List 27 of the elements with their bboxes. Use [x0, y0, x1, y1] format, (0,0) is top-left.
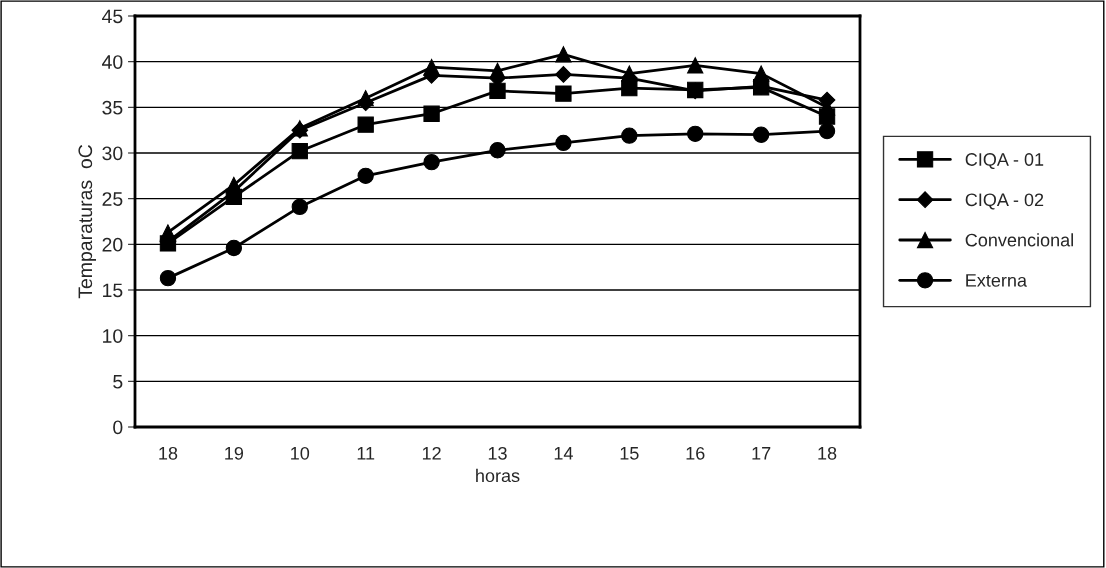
y-tick-label: 30	[102, 146, 123, 161]
x-tick-label: 10	[291, 446, 310, 460]
x-tick-label: 15	[620, 447, 639, 460]
y-tick-label: 20	[102, 237, 123, 252]
legend-label: Convencional	[965, 233, 1073, 247]
y-tick-label: 10	[103, 329, 123, 343]
x-tick-label: 11	[357, 447, 375, 460]
legend-label: CIQA - 02	[965, 193, 1044, 210]
x-tick-label: 17	[752, 447, 771, 460]
y-tick-label: 25	[102, 192, 123, 206]
legend-label: Externa	[966, 274, 1027, 287]
y-tick-label: 35	[102, 100, 123, 115]
y-axis-title: Temparaturas oC	[78, 144, 97, 299]
y-tick-label: 0	[113, 420, 123, 435]
y-tick-label: 40	[102, 55, 123, 69]
x-axis-title: horas	[476, 468, 520, 483]
y-tick-label: 45	[102, 9, 123, 24]
y-tick-label: 15	[103, 283, 123, 298]
x-tick-label: 14	[554, 447, 573, 460]
x-tick-label: 18	[159, 446, 178, 460]
x-tick-label: 16	[686, 446, 705, 460]
x-tick-label: 12	[422, 446, 441, 460]
x-tick-label: 18	[818, 446, 837, 460]
legend-label: CIQA - 01	[965, 153, 1044, 170]
y-tick-label: 5	[113, 375, 123, 389]
x-tick-label: 13	[488, 446, 507, 460]
x-tick-label: 19	[225, 446, 244, 460]
